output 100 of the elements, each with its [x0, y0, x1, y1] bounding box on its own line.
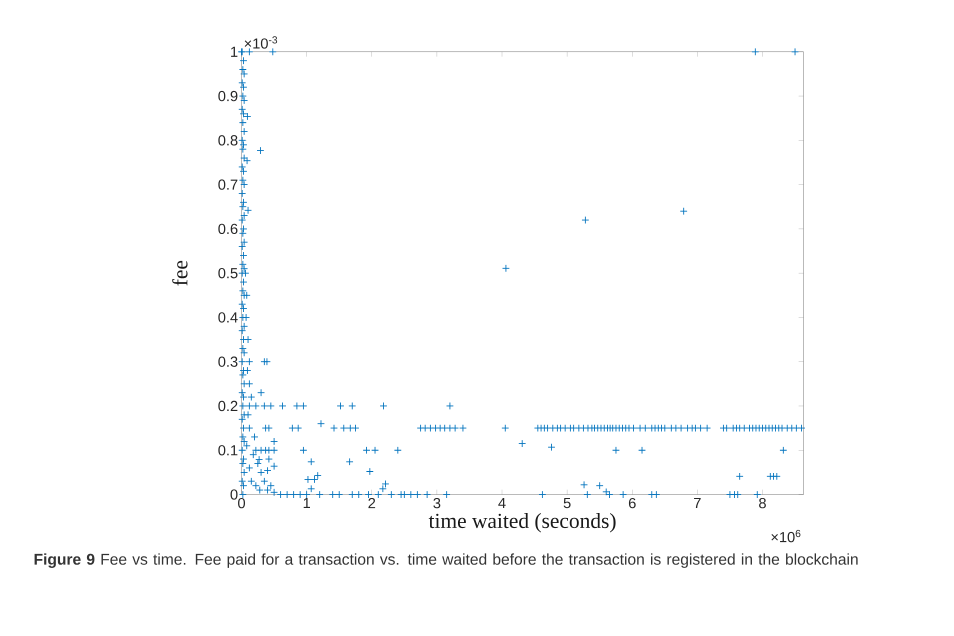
- point: [413, 490, 422, 498]
- x-tick-label: 1: [304, 498, 310, 508]
- point: [406, 490, 415, 498]
- point: [245, 424, 254, 432]
- point: [317, 420, 325, 428]
- point: [446, 424, 454, 432]
- point: [380, 402, 388, 410]
- x-tick-label: 6: [628, 498, 636, 508]
- point: [382, 480, 390, 488]
- point: [270, 437, 278, 446]
- point: [268, 48, 277, 56]
- point: [244, 410, 252, 419]
- point: [250, 432, 258, 441]
- point: [278, 402, 286, 410]
- point: [270, 488, 278, 496]
- point: [300, 446, 308, 454]
- point: [264, 466, 272, 474]
- point: [440, 424, 449, 432]
- point: [397, 490, 405, 498]
- point: [416, 424, 424, 432]
- point: [426, 424, 434, 432]
- point: [257, 388, 265, 396]
- point: [596, 482, 604, 490]
- point: [245, 402, 254, 410]
- point: [602, 488, 610, 496]
- point: [244, 366, 252, 374]
- point: [791, 48, 799, 56]
- point: [243, 156, 251, 164]
- point: [252, 402, 260, 410]
- point: [330, 424, 338, 432]
- point: [432, 424, 440, 432]
- point: [302, 490, 311, 498]
- point: [421, 424, 430, 432]
- point: [307, 458, 316, 466]
- point: [538, 490, 546, 498]
- text: ×10$^{-3}$: [244, 36, 278, 49]
- point: [307, 484, 316, 493]
- point: [276, 490, 284, 498]
- point: [245, 380, 254, 388]
- point: [638, 446, 646, 454]
- point: [257, 468, 265, 476]
- x-tick-label: 8: [759, 498, 766, 508]
- point: [314, 472, 322, 480]
- point: [348, 490, 356, 498]
- point: [265, 424, 273, 432]
- point: [254, 460, 262, 468]
- point: [266, 482, 275, 490]
- point: [501, 424, 510, 432]
- y-axis-title: fee: [172, 260, 188, 286]
- point: [364, 490, 372, 498]
- point: [328, 490, 337, 498]
- point: [652, 490, 660, 498]
- y-tick-label: 0.5: [218, 268, 238, 278]
- point: [751, 48, 760, 56]
- point: [582, 216, 590, 224]
- x-tick-label: 7: [694, 498, 701, 508]
- point: [257, 446, 265, 454]
- y-tick-label: 0.4: [218, 312, 238, 322]
- point: [423, 490, 431, 498]
- point: [288, 424, 296, 432]
- x-tick-label: 0: [238, 498, 246, 508]
- point: [606, 490, 614, 498]
- point: [260, 477, 268, 485]
- y-tick-label: 0.3: [218, 356, 238, 367]
- point: [300, 402, 308, 410]
- point: [316, 490, 324, 498]
- point: [518, 440, 526, 448]
- point: [238, 48, 246, 56]
- point: [260, 402, 268, 410]
- point: [648, 490, 656, 498]
- x-tick-label: 3: [433, 498, 440, 508]
- point: [548, 443, 556, 451]
- y-tick-label: 0.7: [218, 179, 238, 190]
- point: [371, 446, 379, 454]
- point: [346, 424, 354, 432]
- point: [734, 490, 742, 498]
- point: [244, 112, 252, 120]
- point: [502, 264, 510, 272]
- point: [459, 424, 467, 432]
- point: [583, 490, 592, 498]
- point: [446, 402, 454, 410]
- point: [293, 402, 301, 410]
- x-axis-title: time waited (seconds): [428, 512, 616, 532]
- y-tick-label: 0.6: [218, 224, 238, 234]
- point: [352, 424, 360, 432]
- point: [263, 358, 271, 366]
- x-tick-label: 4: [498, 498, 506, 508]
- point: [336, 402, 344, 410]
- point: [294, 424, 302, 432]
- point: [290, 490, 298, 498]
- point: [270, 446, 278, 454]
- point: [264, 486, 272, 494]
- text: ×10$^{6}$: [771, 530, 800, 542]
- text: Figure 9 Fee vs time. Fee paid for a transaction vs. time waited before the transaction is registered in the blockchain: [34, 553, 858, 568]
- point: [394, 446, 402, 454]
- point: [726, 490, 734, 498]
- y-tick-label: 0.8: [218, 135, 238, 146]
- point: [335, 490, 344, 498]
- point: [283, 490, 291, 498]
- point: [580, 480, 588, 489]
